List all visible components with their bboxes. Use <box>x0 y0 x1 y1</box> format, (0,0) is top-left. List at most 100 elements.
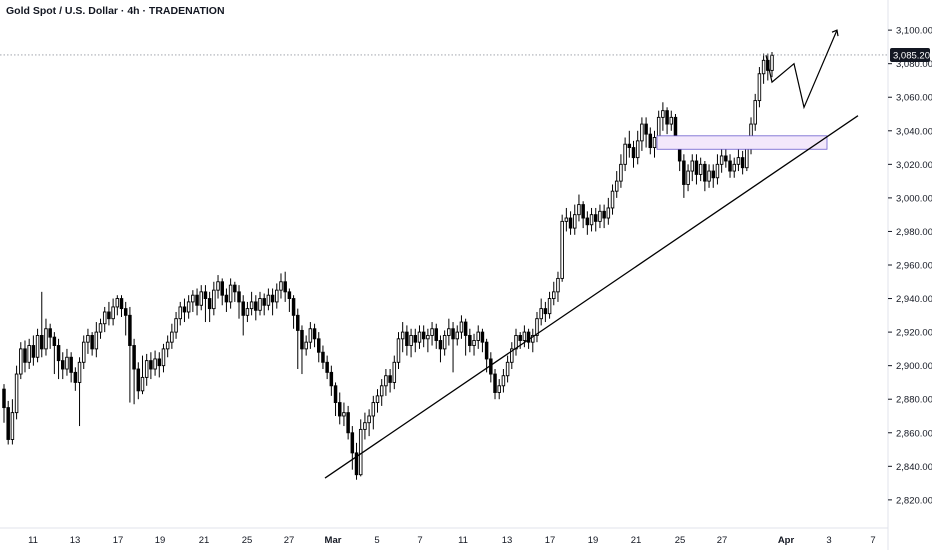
candle-body-down <box>48 328 52 338</box>
candle <box>770 51 774 78</box>
candle-body-down <box>581 204 585 219</box>
time-axis[interactable]: 11 13 17 19 21 25 27 Mar 5 7 11 13 17 19 21 25 27 Apr 3 7 <box>28 535 876 546</box>
candle-body-up <box>447 328 451 336</box>
candle <box>233 281 237 302</box>
candle <box>128 306 132 403</box>
candle-body-down <box>493 373 497 393</box>
candle-body-down <box>52 336 57 346</box>
candle-body-up <box>111 306 115 320</box>
candle-body-down <box>463 321 468 336</box>
candle-body-down <box>220 281 224 296</box>
candle-body-down <box>682 160 686 185</box>
candle <box>598 204 602 229</box>
candle-body-up <box>199 291 203 306</box>
candle-body-up <box>426 335 430 340</box>
candle-body-up <box>363 422 367 430</box>
candle <box>207 291 212 323</box>
candle-body-up <box>245 308 250 316</box>
candle <box>10 399 15 445</box>
chart-title: Gold Spot / U.S. Dollar · 4h · TRADENATI… <box>6 5 225 17</box>
candle <box>417 325 422 349</box>
candle-body-up <box>275 289 279 303</box>
x-tick-label: 13 <box>70 535 81 546</box>
candle-body-down <box>283 281 287 293</box>
candle <box>69 352 73 383</box>
candle-body-up <box>497 385 501 393</box>
candle <box>472 333 476 356</box>
candle-body-down <box>434 328 439 341</box>
candle <box>438 335 443 363</box>
candle-body-up <box>640 123 644 142</box>
candle <box>459 315 464 339</box>
candle-body-down <box>270 294 275 303</box>
y-tick-label: 3,000.00 <box>896 193 932 204</box>
candle <box>564 207 569 232</box>
projection-path[interactable] <box>765 29 838 110</box>
x-tick-label: 27 <box>717 535 728 546</box>
support-zone[interactable] <box>656 135 828 150</box>
candle-body-up <box>228 284 233 303</box>
candle-body-up <box>606 207 611 219</box>
candle-body-down <box>128 314 132 346</box>
candle <box>719 147 724 173</box>
candle <box>631 140 636 168</box>
x-tick-label: 21 <box>199 535 210 546</box>
candle-body-up <box>178 306 183 320</box>
candle-body-up <box>186 301 191 313</box>
candle-body-down <box>2 388 6 409</box>
candle-body-down <box>333 385 338 404</box>
candle <box>543 301 548 323</box>
candle-body-down <box>241 301 245 316</box>
candle-body-down <box>421 331 426 340</box>
candle-body-up <box>573 214 577 229</box>
x-tick-label: 11 <box>28 535 38 546</box>
candle <box>161 343 166 373</box>
candle-body-down <box>90 335 94 350</box>
candle-body-up <box>174 318 178 333</box>
candle-body-down <box>287 291 292 300</box>
candle-body-up <box>266 294 271 306</box>
candle <box>321 345 325 370</box>
candle-body-up <box>715 163 720 179</box>
candle-body-up <box>358 428 363 476</box>
candle <box>728 154 732 178</box>
candle <box>186 295 191 319</box>
candle <box>346 405 350 440</box>
candle <box>249 291 254 316</box>
candle <box>48 323 52 349</box>
candle <box>447 318 451 346</box>
trendline[interactable] <box>324 115 859 479</box>
candle <box>421 325 426 348</box>
candle <box>81 335 86 370</box>
candle <box>279 273 283 299</box>
candle <box>552 281 556 306</box>
candle <box>291 295 296 329</box>
candle <box>669 110 674 131</box>
candle <box>661 102 665 131</box>
candle-body-down <box>119 298 124 310</box>
candle-body-up <box>539 308 543 320</box>
candle-body-up <box>279 281 283 291</box>
price-axis[interactable]: 2,820.00 2,840.00 2,860.00 2,880.00 2,900.00… <box>888 26 932 507</box>
candle <box>610 184 615 215</box>
candle-body-up <box>400 331 405 340</box>
candle-body-down <box>23 348 27 363</box>
candle <box>413 328 418 353</box>
candle-body-down <box>631 147 636 159</box>
candle-body-down <box>703 163 707 182</box>
candle-body-down <box>484 341 489 360</box>
candle-body-down <box>568 217 573 229</box>
candle-body-up <box>375 395 380 404</box>
y-tick-label: 3,060.00 <box>896 93 932 104</box>
candle-body-up <box>430 328 434 336</box>
candle <box>61 352 65 380</box>
candle <box>195 288 199 316</box>
candle <box>98 318 103 339</box>
candle-body-down <box>73 371 78 383</box>
candle-body-up <box>94 331 99 350</box>
candle-body-up <box>535 318 539 336</box>
candle <box>388 369 392 393</box>
candle-body-up <box>417 331 422 343</box>
